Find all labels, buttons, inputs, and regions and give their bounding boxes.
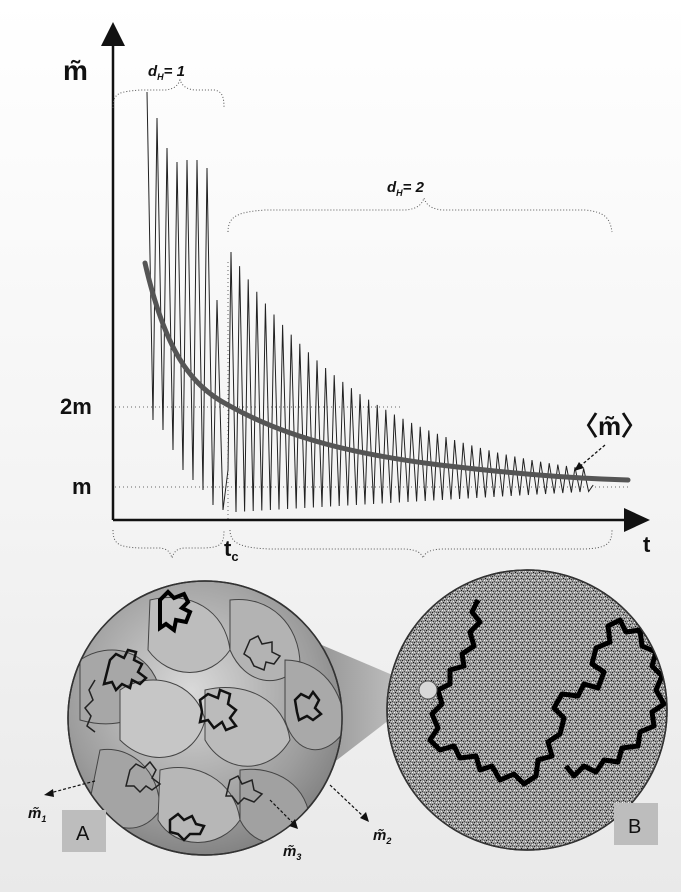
m2-label: m̃2 xyxy=(373,827,391,846)
x-tick-tc: tc xyxy=(224,536,239,564)
brace-dh2-top xyxy=(227,196,613,233)
panel-a-label-box xyxy=(62,810,106,852)
mean-pointer-arrowhead-icon xyxy=(574,462,584,471)
panel-b-label: B xyxy=(628,816,641,838)
label-dh2: dH= 2 xyxy=(387,179,425,198)
mean-pointer-arrow xyxy=(577,444,606,469)
m2-pointer xyxy=(329,784,366,819)
y-axis-label: m̃ xyxy=(63,55,88,86)
m1-label: m̃1 xyxy=(28,805,46,824)
mean-label: 〈m̃〉 xyxy=(572,411,647,441)
panel-a-label: A xyxy=(76,823,90,845)
panel-b-label-box xyxy=(614,803,658,845)
disc-b xyxy=(386,569,668,851)
m1-arrowhead-icon xyxy=(44,789,54,797)
plot-area: m̃ t 2m m tc dH= 1 dH= 2 〈m̃〉 xyxy=(60,22,651,564)
brace-bottom-right xyxy=(229,529,613,560)
disc-a-domains xyxy=(79,589,342,844)
disc-b-cluster-boundary xyxy=(427,598,667,787)
y-tick-m: m xyxy=(72,474,92,499)
x-axis-label: t xyxy=(643,532,651,557)
fluctuating-signal xyxy=(146,91,594,513)
m1-pointer xyxy=(49,780,96,794)
label-dh1: dH= 1 xyxy=(148,63,185,82)
m3-label: m̃3 xyxy=(283,843,301,862)
m2-arrowhead-icon xyxy=(360,812,369,822)
brace-bottom-left xyxy=(112,529,225,560)
x-axis-arrow-icon xyxy=(624,508,650,532)
zoom-source-spot xyxy=(418,680,438,700)
mean-curve xyxy=(142,260,631,483)
y-tick-2m: 2m xyxy=(60,394,92,419)
m3-pointer xyxy=(269,799,296,826)
disc-a xyxy=(67,580,343,856)
y-axis-arrow-icon xyxy=(101,22,125,46)
brace-dh1-top xyxy=(112,78,225,109)
m3-arrowhead-icon xyxy=(289,819,298,829)
